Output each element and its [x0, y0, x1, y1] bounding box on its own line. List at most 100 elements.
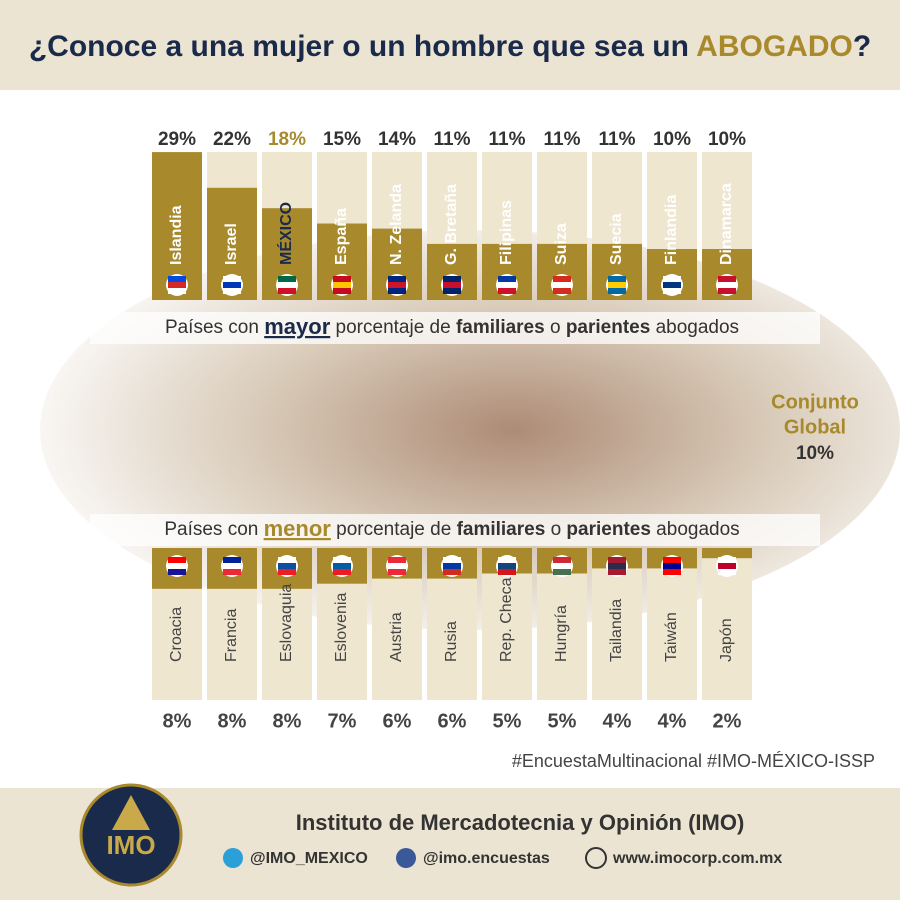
category-label: Dinamarca: [718, 183, 735, 265]
value-label: 11%: [599, 129, 636, 150]
flag-stripe: [498, 282, 516, 288]
value-label: 6%: [438, 710, 467, 732]
flag-stripe: [663, 288, 681, 294]
flag-stripe: [718, 282, 736, 288]
flag-stripe: [388, 288, 406, 294]
flag-stripe: [553, 557, 571, 563]
flag-stripe: [223, 276, 241, 282]
bar: [702, 548, 752, 559]
value-label: 29%: [158, 129, 196, 150]
category-label: Eslovaquia: [278, 584, 295, 662]
flag-stripe: [553, 569, 571, 575]
flag-stripe: [333, 569, 351, 575]
flag-stripe: [278, 288, 296, 294]
caption-band: [90, 312, 820, 344]
global-label: Global: [784, 416, 846, 438]
logo: [79, 783, 183, 887]
hashtags: #EncuestaMultinacional #IMO-MÉXICO-ISSP: [512, 751, 875, 771]
flag-stripe: [553, 276, 571, 282]
flag-stripe: [663, 557, 681, 563]
caption-band: [90, 514, 820, 546]
category-label: N. Zelanda: [388, 184, 405, 265]
value-label: 11%: [434, 129, 471, 150]
twitter-icon[interactable]: [223, 848, 243, 868]
flag-stripe: [388, 563, 406, 569]
flag-stripe: [718, 563, 736, 569]
flag-stripe: [278, 569, 296, 575]
flag-stripe: [718, 288, 736, 294]
category-label: MÉXICO: [276, 202, 295, 265]
flag-stripe: [168, 288, 186, 294]
flag-stripe: [498, 569, 516, 575]
flag-stripe: [663, 563, 681, 569]
flag-stripe: [333, 563, 351, 569]
flag-stripe: [168, 563, 186, 569]
value-label: 5%: [493, 710, 522, 732]
value-label: 7%: [328, 710, 357, 732]
flag-stripe: [443, 276, 461, 282]
value-label: 11%: [489, 129, 526, 150]
value-label: 5%: [548, 710, 577, 732]
category-label: Rusia: [443, 621, 460, 662]
category-label: Hungría: [553, 605, 570, 662]
flag-stripe: [443, 557, 461, 563]
category-label: Israel: [223, 223, 240, 265]
flag-stripe: [388, 282, 406, 288]
category-label: España: [333, 208, 350, 265]
logo-text: IMO: [106, 830, 155, 860]
twitter[interactable]: @IMO_MEXICO: [250, 850, 368, 867]
flag-stripe: [553, 563, 571, 569]
value-label: 15%: [323, 129, 361, 150]
web[interactable]: www.imocorp.com.mx: [612, 850, 782, 867]
value-label: 18%: [268, 129, 306, 150]
category-label: Francia: [223, 609, 240, 662]
category-label: Finlandia: [663, 195, 680, 265]
flag-stripe: [443, 282, 461, 288]
flag-stripe: [553, 288, 571, 294]
value-label: 8%: [163, 710, 192, 732]
value-label: 8%: [218, 710, 247, 732]
value-label: 10%: [708, 129, 746, 150]
value-label: 14%: [378, 129, 416, 150]
flag-stripe: [223, 282, 241, 288]
category-label: Islandia: [168, 205, 185, 265]
flag-stripe: [608, 569, 626, 575]
flag-stripe: [663, 569, 681, 575]
flag-stripe: [608, 557, 626, 563]
flag-stripe: [168, 557, 186, 563]
flag-stripe: [333, 288, 351, 294]
flag-stripe: [333, 282, 351, 288]
value-label: 10%: [653, 129, 691, 150]
category-label: Eslovenia: [333, 593, 350, 662]
flag-stripe: [553, 282, 571, 288]
flag-stripe: [223, 563, 241, 569]
flag-stripe: [443, 563, 461, 569]
value-label: 2%: [713, 710, 742, 732]
flag-stripe: [443, 288, 461, 294]
global-label: Conjunto: [771, 391, 859, 413]
value-label: 22%: [213, 129, 251, 150]
global-value: 10%: [796, 443, 834, 464]
flag-stripe: [388, 557, 406, 563]
value-label: 6%: [383, 710, 412, 732]
flag-stripe: [278, 557, 296, 563]
flag-stripe: [223, 569, 241, 575]
facebook[interactable]: @imo.encuestas: [423, 850, 550, 867]
flag-stripe: [663, 276, 681, 282]
flag-stripe: [718, 276, 736, 282]
org-name: Instituto de Mercadotecnia y Opinión (IM…: [296, 810, 745, 835]
flag-stripe: [388, 569, 406, 575]
flag-stripe: [223, 288, 241, 294]
category-label: Rep. Checa: [498, 577, 515, 662]
web-icon[interactable]: [585, 847, 607, 869]
flag-stripe: [278, 563, 296, 569]
category-label: Taiwán: [663, 612, 680, 662]
category-label: G. Bretaña: [443, 184, 460, 265]
category-label: Suecia: [608, 213, 625, 265]
flag-stripe: [663, 282, 681, 288]
caption-top: Países con mayor porcentaje de familiare…: [165, 314, 739, 339]
facebook-icon[interactable]: [396, 848, 416, 868]
flag-stripe: [498, 276, 516, 282]
caption-bottom: Países con menor porcentaje de familiare…: [164, 516, 739, 541]
